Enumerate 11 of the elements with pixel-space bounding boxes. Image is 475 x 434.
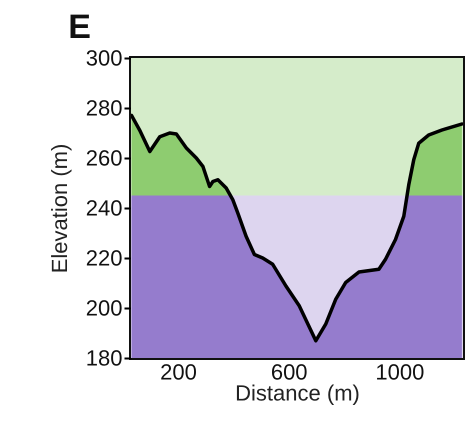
chart-title: E bbox=[68, 8, 91, 46]
y-tick-label: 200 bbox=[86, 296, 122, 320]
y-axis-title: Elevation (m) bbox=[46, 144, 72, 274]
y-tick-label: 240 bbox=[86, 196, 122, 220]
x-tick-label: 1000 bbox=[375, 360, 424, 384]
y-tick-label: 260 bbox=[86, 146, 122, 170]
y-tick-label: 180 bbox=[86, 346, 122, 370]
y-tick-label: 220 bbox=[86, 246, 122, 270]
y-tick-label: 300 bbox=[86, 46, 122, 70]
x-tick-label: 200 bbox=[160, 360, 197, 384]
y-tick-label: 280 bbox=[86, 96, 122, 120]
